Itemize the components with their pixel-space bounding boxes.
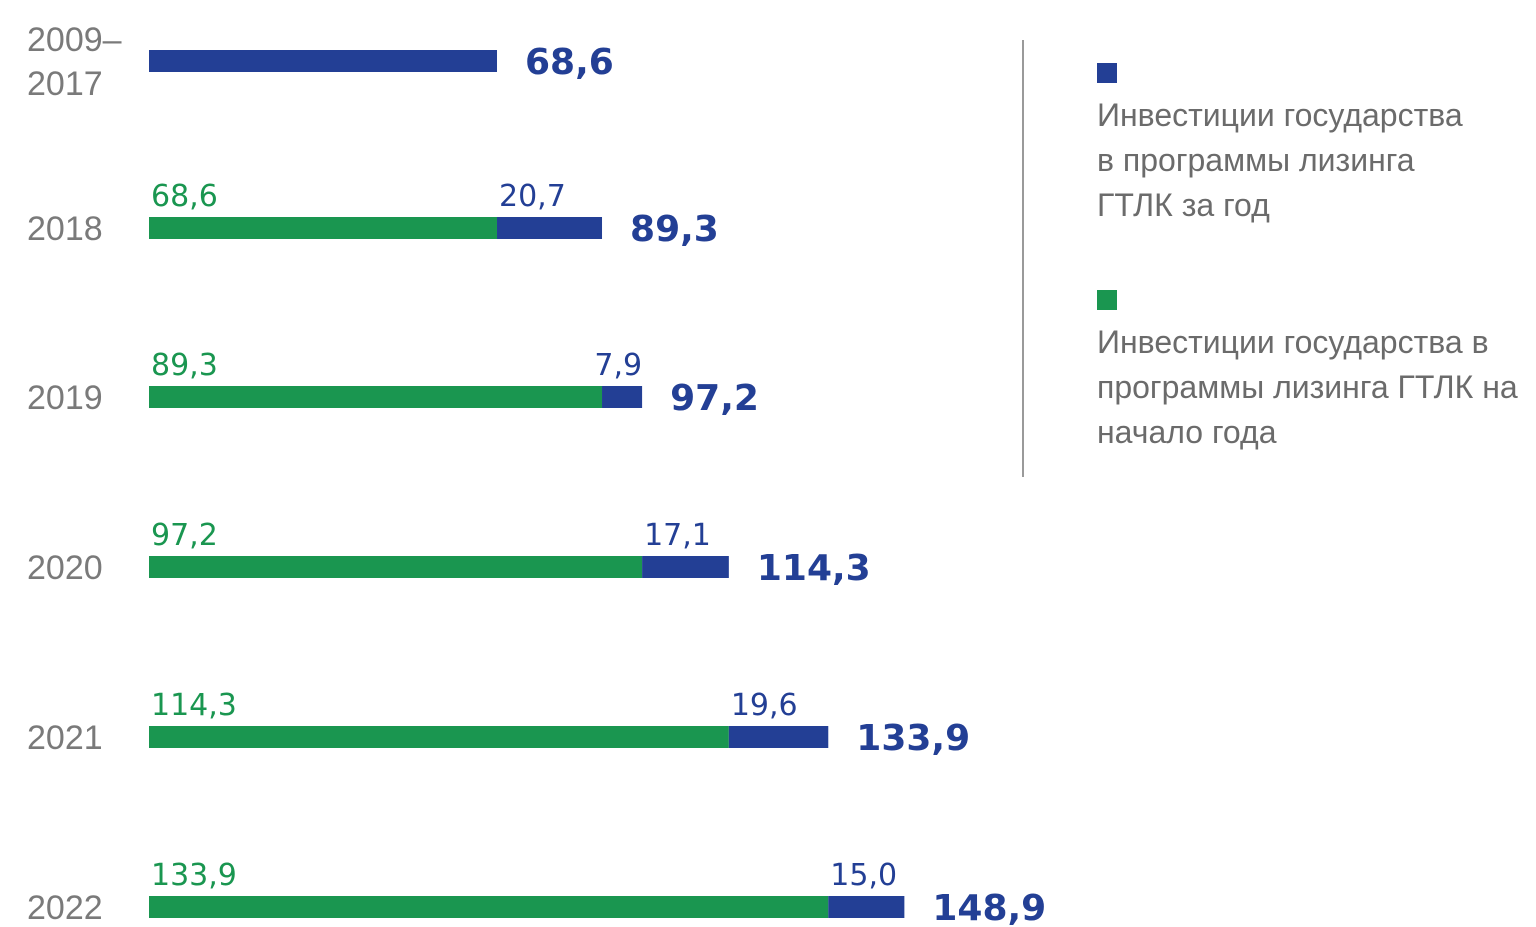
bar-segment bbox=[149, 896, 829, 918]
category-label: 2018 bbox=[27, 210, 103, 248]
category-line: 2022 bbox=[27, 889, 103, 927]
legend-swatch bbox=[1097, 290, 1117, 310]
bar-segment bbox=[149, 726, 729, 748]
total-label: 114,3 bbox=[757, 548, 871, 589]
bar-segment bbox=[149, 556, 643, 578]
segment-label: 15,0 bbox=[830, 858, 897, 893]
total-label: 133,9 bbox=[856, 718, 970, 759]
category-label: 2020 bbox=[27, 549, 103, 587]
total-label: 97,2 bbox=[670, 378, 759, 419]
bar-segment bbox=[642, 556, 729, 578]
segment-label: 97,2 bbox=[151, 518, 218, 553]
segment-label: 68,6 bbox=[151, 179, 218, 214]
category-line: 2018 bbox=[27, 210, 103, 248]
bar-segment bbox=[602, 386, 643, 408]
bar-segment bbox=[497, 217, 603, 239]
bar-segment bbox=[149, 217, 498, 239]
total-label: 68,6 bbox=[525, 42, 614, 83]
segment-label: 20,7 bbox=[499, 179, 566, 214]
category-line: 2019 bbox=[27, 379, 103, 417]
segment-label: 133,9 bbox=[151, 858, 237, 893]
segment-label: 7,9 bbox=[594, 348, 642, 383]
legend-item: Инвестиции государства в программы лизин… bbox=[1097, 290, 1536, 455]
segment-label: 19,6 bbox=[731, 688, 798, 723]
bar-segment bbox=[728, 726, 829, 748]
category-label: 2021 bbox=[27, 719, 103, 757]
total-label: 148,9 bbox=[932, 888, 1046, 927]
bar-segment bbox=[149, 50, 498, 72]
segment-label: 17,1 bbox=[644, 518, 711, 553]
bar-segment bbox=[149, 386, 603, 408]
category-line: 2021 bbox=[27, 719, 103, 757]
legend-item: Инвестиции государства в программы лизин… bbox=[1097, 63, 1536, 228]
segment-label: 89,3 bbox=[151, 348, 218, 383]
category-line: 2009– bbox=[27, 21, 122, 59]
bar-segment bbox=[828, 896, 905, 918]
legend-label: Инвестиции государства в программы лизин… bbox=[1097, 324, 1518, 450]
legend-swatch bbox=[1097, 63, 1117, 83]
category-label: 2009– 2017 bbox=[27, 21, 122, 103]
category-label: 2019 bbox=[27, 379, 103, 417]
category-label: 2022 bbox=[27, 889, 103, 927]
category-line: 2020 bbox=[27, 549, 103, 587]
total-label: 89,3 bbox=[630, 209, 719, 250]
segment-label: 114,3 bbox=[151, 688, 237, 723]
legend-label: Инвестиции государства в программы лизин… bbox=[1097, 97, 1463, 223]
category-line: 2017 bbox=[27, 65, 103, 103]
